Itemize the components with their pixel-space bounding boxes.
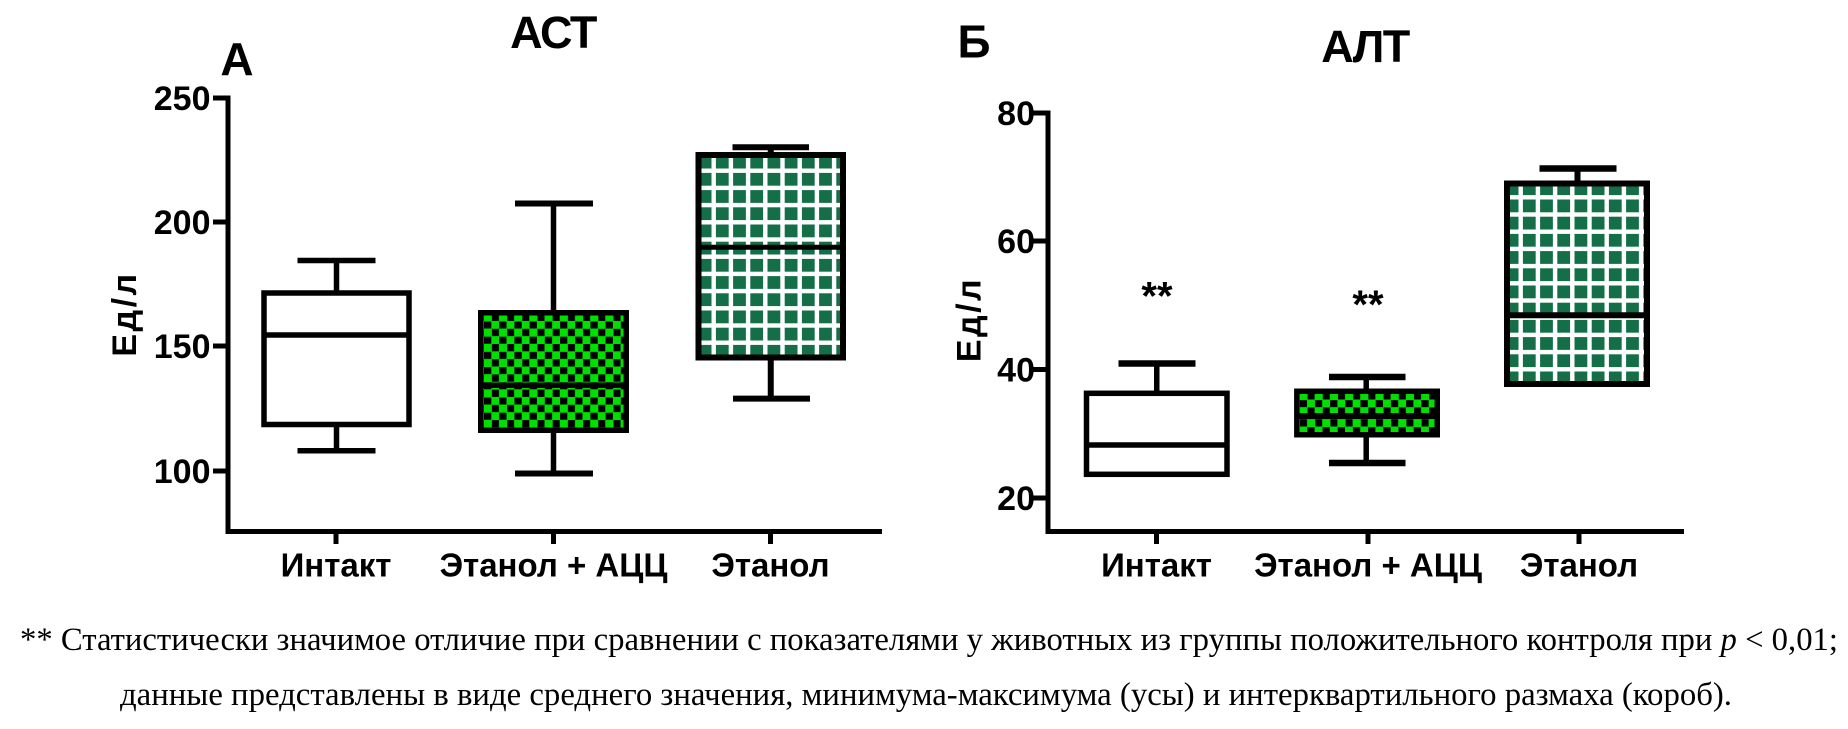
svg-text:20: 20 — [997, 480, 1035, 518]
svg-text:Этанол: Этанол — [711, 547, 829, 584]
svg-text:Этанол: Этанол — [1520, 547, 1638, 584]
svg-text:**: ** — [1141, 275, 1173, 319]
svg-text:150: 150 — [154, 328, 211, 366]
svg-text:данные представлены в виде сре: данные представлены в виде среднего знач… — [120, 677, 1732, 713]
svg-text:Интакт: Интакт — [1101, 547, 1212, 584]
svg-text:80: 80 — [997, 95, 1035, 133]
svg-text:АЛТ: АЛТ — [1321, 21, 1410, 72]
svg-text:60: 60 — [997, 223, 1035, 261]
svg-text:Ед/л: Ед/л — [106, 271, 144, 356]
svg-text:40: 40 — [997, 352, 1035, 390]
svg-text:Ед/л: Ед/л — [951, 277, 989, 362]
svg-text:**: ** — [1352, 283, 1384, 327]
svg-text:Этанол + АЦЦ: Этанол + АЦЦ — [440, 547, 668, 584]
svg-text:100: 100 — [154, 453, 211, 491]
svg-text:Интакт: Интакт — [281, 547, 392, 584]
svg-text:250: 250 — [154, 80, 211, 118]
svg-text:** Статистически значимое отли: ** Статистически значимое отличие при ср… — [20, 622, 1838, 658]
svg-text:АСТ: АСТ — [510, 7, 597, 58]
svg-text:Б: Б — [957, 16, 990, 68]
svg-text:Этанол + АЦЦ: Этанол + АЦЦ — [1254, 547, 1482, 584]
svg-text:200: 200 — [154, 204, 211, 242]
svg-text:А: А — [220, 33, 253, 85]
